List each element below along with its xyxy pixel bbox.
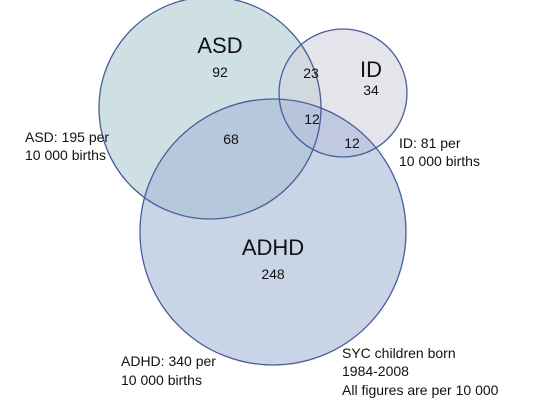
adhd-circle (140, 99, 406, 365)
adhd-set-title: ADHD (242, 235, 304, 260)
footnote-line1: SYC children born (342, 345, 456, 361)
adhd-circle-outline (139, 98, 407, 366)
id-prevalence-note-line2: 10 000 births (399, 153, 480, 169)
id-prevalence-note-line1: ID: 81 per (399, 135, 461, 151)
id-set-title: ID (360, 57, 382, 82)
asd-set-title: ASD (197, 33, 242, 58)
asd-adhd-overlap-count: 68 (223, 131, 239, 147)
footnote-line2: 1984-2008 (342, 363, 409, 379)
id-only-count: 34 (363, 82, 379, 98)
asd-prevalence-note-line1: ASD: 195 per (25, 129, 109, 145)
asd-prevalence-note-line2: 10 000 births (25, 147, 106, 163)
adhd-prevalence-note-line2: 10 000 births (121, 372, 202, 388)
adhd-prevalence-note-line1: ADHD: 340 per (121, 353, 216, 369)
all-three-overlap-count: 12 (304, 111, 320, 127)
asd-id-overlap-count: 23 (303, 65, 319, 81)
asd-only-count: 92 (212, 64, 228, 80)
footnote-line3: All figures are per 10 000 (342, 382, 499, 398)
id-circle-outline (278, 28, 408, 158)
id-adhd-overlap-count: 12 (344, 135, 360, 151)
adhd-only-count: 248 (261, 266, 285, 282)
